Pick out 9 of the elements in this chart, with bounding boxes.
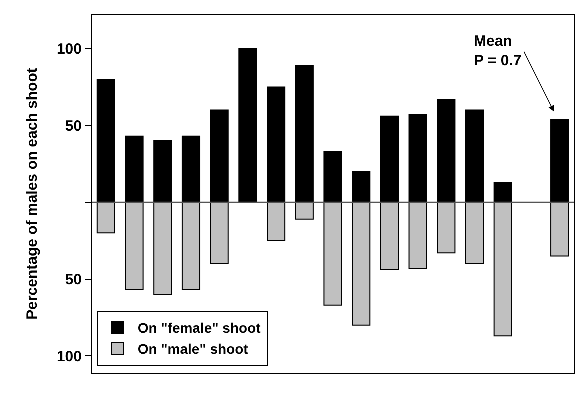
y-tick-label: 100 bbox=[56, 348, 82, 366]
bar bbox=[238, 48, 258, 203]
legend-label: On "female" shoot bbox=[138, 320, 262, 336]
y-tick-label: 100 bbox=[56, 41, 82, 58]
y-tick-label: 50 bbox=[65, 118, 82, 135]
annotation: Mean P = 0.7 bbox=[474, 33, 522, 70]
y-axis-title: Percentage of males on each shoot bbox=[24, 68, 42, 320]
legend-label: On "male" shoot bbox=[138, 341, 249, 358]
y-tick-label: 50 bbox=[65, 272, 82, 289]
